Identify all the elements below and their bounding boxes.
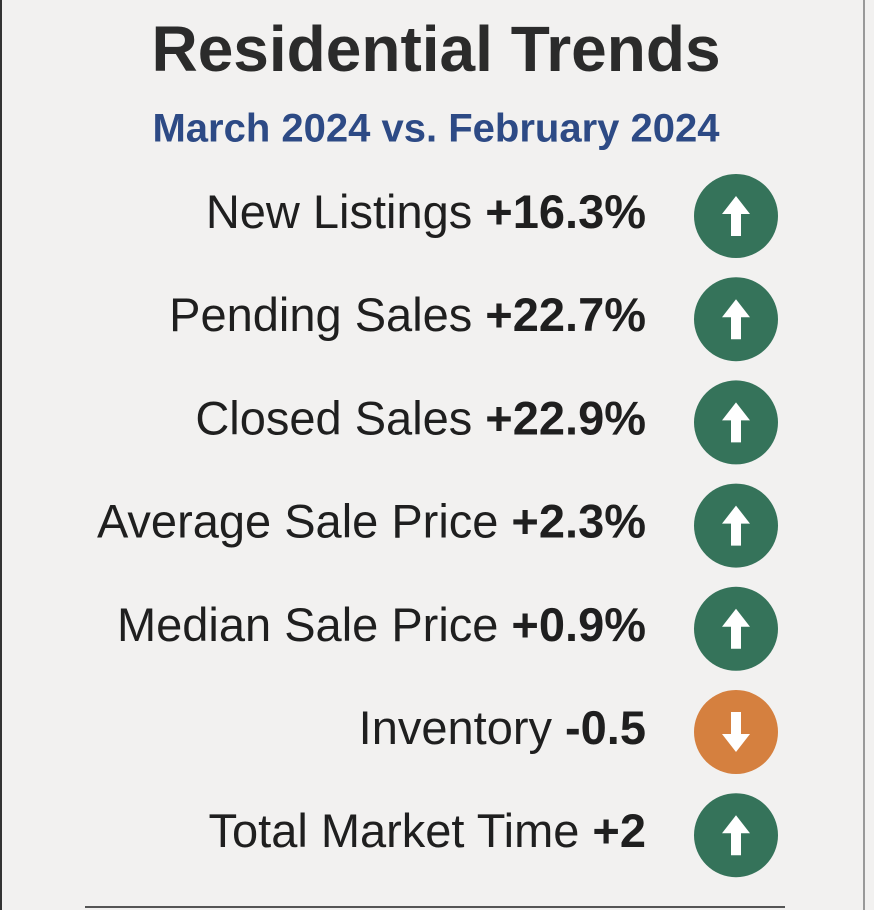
metric-label: Pending Sales (169, 289, 472, 342)
trend-arrow (722, 196, 750, 236)
title: Residential Trends (151, 13, 720, 85)
metric-value: +0.9% (511, 598, 646, 651)
trend-arrow (722, 608, 750, 649)
metric-value: +16.3% (485, 185, 646, 238)
trend-arrow (722, 299, 750, 340)
metric-value: -0.5 (565, 701, 646, 754)
metric-row: Closed Sales +22.9% (195, 392, 646, 445)
trend-arrow (722, 815, 750, 856)
metric-row: Pending Sales +22.7% (169, 289, 646, 342)
metric-row: Average Sale Price +2.3% (97, 495, 646, 548)
trend-arrow (722, 505, 750, 546)
metric-value: +2 (592, 805, 646, 858)
subtitle: March 2024 vs. February 2024 (152, 107, 720, 151)
metric-value: +2.3% (511, 495, 646, 548)
trend-arrow (722, 402, 750, 443)
metric-value: +22.7% (485, 289, 646, 342)
metric-row: Total Market Time +2 (209, 805, 646, 858)
metric-row: New Listings +16.3% (206, 185, 646, 238)
right-border (863, 0, 865, 910)
trend-arrow (722, 712, 750, 752)
left-border (0, 0, 2, 910)
metric-list: New Listings +16.3%Pending Sales +22.7%Clo… (97, 174, 778, 878)
metric-label: Inventory (359, 701, 553, 754)
metric-row: Inventory -0.5 (359, 701, 646, 754)
metric-value: +22.9% (485, 392, 646, 445)
metric-label: New Listings (206, 185, 472, 238)
metric-label: Total Market Time (209, 805, 580, 858)
metric-row: Median Sale Price +0.9% (117, 598, 646, 651)
metric-label: Closed Sales (195, 392, 472, 445)
metric-label: Median Sale Price (117, 598, 498, 651)
metric-label: Average Sale Price (97, 495, 498, 548)
